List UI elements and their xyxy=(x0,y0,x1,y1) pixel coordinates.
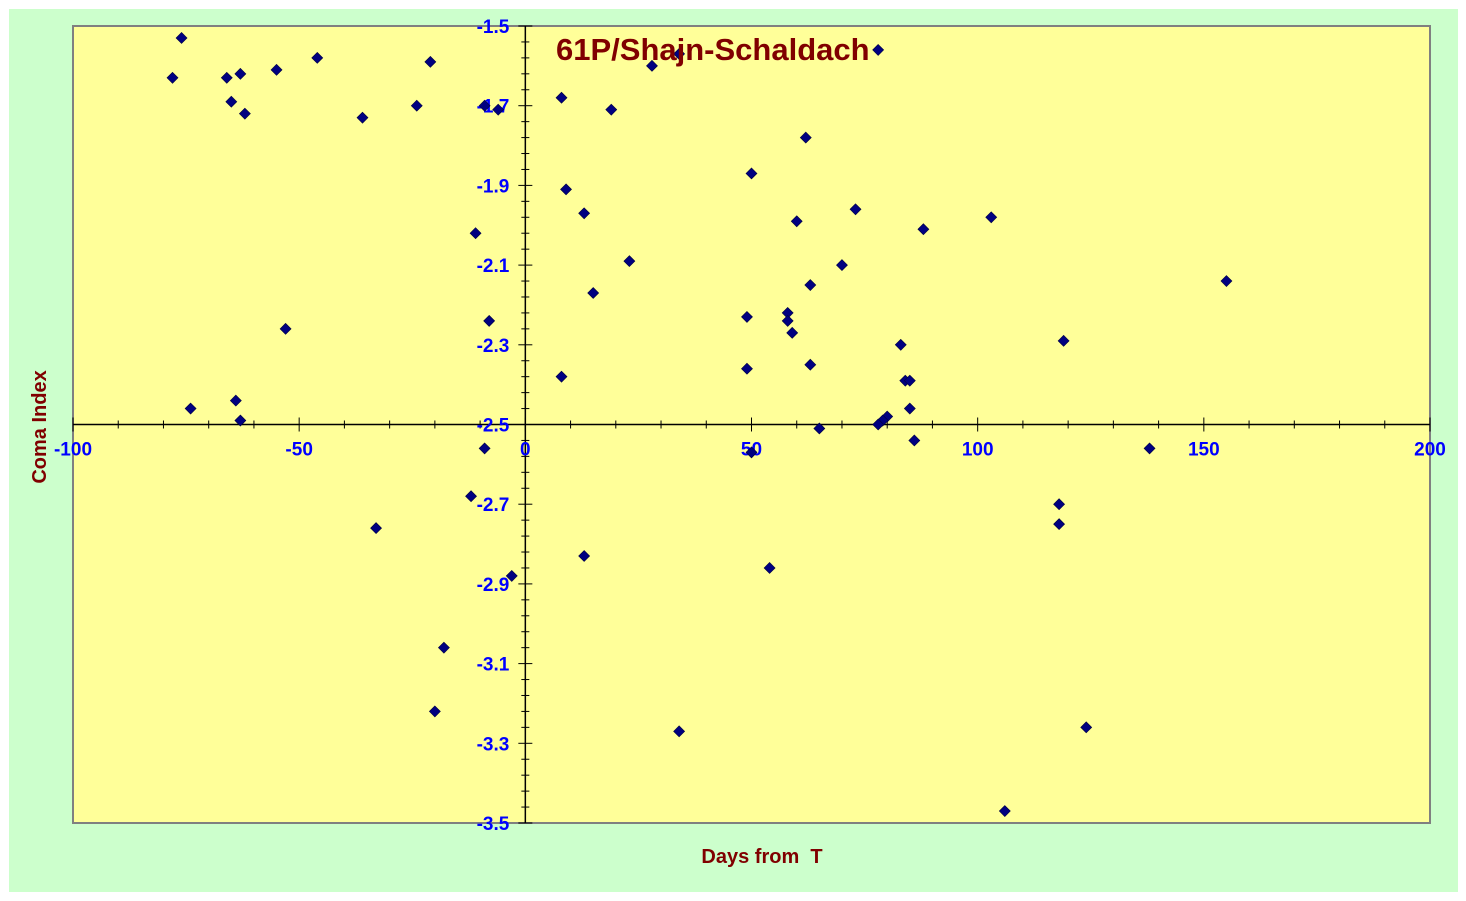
data-point xyxy=(587,287,600,299)
data-point xyxy=(469,227,482,240)
data-point xyxy=(998,805,1011,817)
data-point xyxy=(270,63,283,76)
data-point xyxy=(311,51,324,64)
data-point xyxy=(410,99,423,112)
data-point xyxy=(238,107,251,120)
data-point xyxy=(428,705,441,718)
data-point xyxy=(813,422,826,435)
data-point xyxy=(234,67,247,80)
data-point xyxy=(673,725,686,738)
data-point xyxy=(1143,442,1156,455)
data-point xyxy=(555,370,568,383)
data-point xyxy=(1053,498,1066,511)
data-point xyxy=(903,374,916,387)
y-tick-label: -2.1 xyxy=(477,256,510,277)
data-point xyxy=(555,91,568,104)
data-point xyxy=(903,402,916,415)
data-point xyxy=(229,394,242,407)
data-point xyxy=(804,358,817,371)
data-point xyxy=(1220,275,1233,287)
y-tick-label: -2.9 xyxy=(477,575,510,596)
y-tick-labels: -1.5-1.7-1.9-2.1-2.3-2.5-2.7-2.9-3.1-3.3… xyxy=(477,17,510,835)
x-tick-label: 0 xyxy=(520,440,531,461)
x-tick-label: -100 xyxy=(54,440,92,461)
data-point xyxy=(781,314,794,327)
y-tick-label: -2.7 xyxy=(477,495,510,516)
data-point xyxy=(492,103,505,116)
data-point xyxy=(483,314,496,327)
data-point xyxy=(894,338,907,351)
data-point xyxy=(917,223,930,236)
data-point xyxy=(1057,334,1070,347)
y-tick-label: -2.3 xyxy=(477,336,510,357)
data-point xyxy=(175,32,188,44)
data-point xyxy=(370,522,382,535)
data-point xyxy=(356,111,369,124)
data-point xyxy=(849,203,862,216)
x-tick-label: 150 xyxy=(1188,440,1220,461)
data-point xyxy=(220,71,233,84)
data-point xyxy=(1053,518,1066,531)
y-tick-label: -3.1 xyxy=(477,655,510,676)
data-point xyxy=(836,259,848,272)
data-point xyxy=(560,183,572,196)
y-tick-label: -1.5 xyxy=(477,17,510,38)
data-point xyxy=(234,414,247,427)
data-point xyxy=(279,322,292,335)
data-point xyxy=(741,362,753,375)
data-point xyxy=(872,418,885,431)
data-points xyxy=(166,32,1233,817)
data-point xyxy=(623,255,636,268)
x-tick-label: -50 xyxy=(285,440,312,461)
data-point xyxy=(184,402,197,415)
data-point xyxy=(790,215,803,228)
data-point xyxy=(578,550,591,562)
data-point xyxy=(741,310,753,323)
x-axis-title: Days from T xyxy=(701,846,822,868)
x-tick-labels: -100-50050100150200 xyxy=(54,440,1446,461)
data-point xyxy=(437,641,450,654)
data-point xyxy=(646,59,658,72)
data-point xyxy=(225,95,238,108)
data-point xyxy=(804,279,817,291)
data-point xyxy=(478,442,491,455)
data-point xyxy=(465,490,477,503)
data-point xyxy=(985,211,998,224)
data-point xyxy=(745,167,758,180)
y-tick-label: -1.9 xyxy=(477,176,510,197)
data-point xyxy=(578,207,591,220)
y-tick-label: -3.3 xyxy=(477,734,510,755)
data-point xyxy=(799,131,812,144)
y-tick-label: -2.5 xyxy=(477,416,510,437)
data-point xyxy=(745,446,758,459)
data-point xyxy=(424,55,437,68)
data-point xyxy=(673,47,686,60)
chart-title: 61P/Shajn-Schaldach xyxy=(556,32,870,67)
x-tick-label: 200 xyxy=(1414,440,1446,461)
axes xyxy=(72,25,1431,824)
data-point xyxy=(872,43,885,56)
data-point xyxy=(1080,721,1093,734)
data-point xyxy=(166,71,179,84)
data-point xyxy=(605,103,618,116)
data-point xyxy=(786,326,799,339)
data-point xyxy=(478,99,491,112)
y-tick-label: -3.5 xyxy=(477,814,510,835)
data-point xyxy=(908,434,921,447)
x-tick-label: 100 xyxy=(962,440,994,461)
y-axis-title: Coma Index xyxy=(29,370,51,483)
data-point xyxy=(505,570,518,582)
data-point xyxy=(763,562,776,574)
